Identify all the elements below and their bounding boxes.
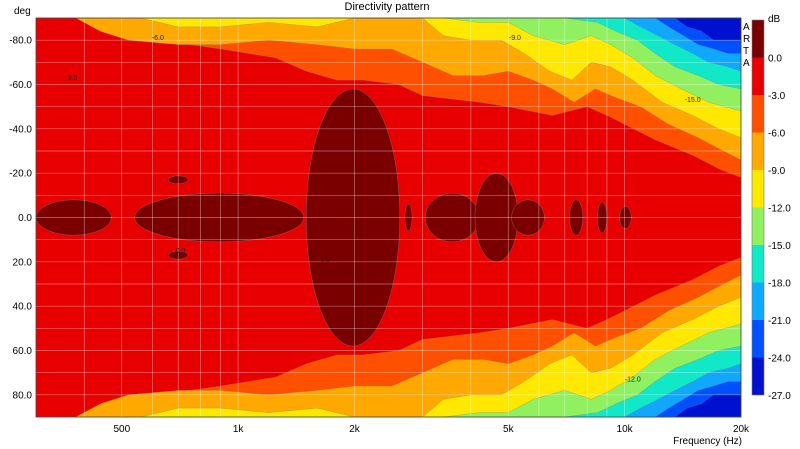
small-lobe-2 bbox=[167, 250, 189, 260]
chart-title: Directivity pattern bbox=[345, 1, 430, 13]
colorbar-swatch bbox=[752, 282, 764, 320]
positive-lobe-9 bbox=[597, 201, 608, 234]
x-tick-label: 1k bbox=[233, 424, 245, 435]
positive-lobe-4 bbox=[404, 203, 413, 231]
watermark-letter: A bbox=[743, 22, 750, 33]
colorbar-label: -24.0 bbox=[768, 354, 791, 365]
x-tick-labels: 500 1k 2k 5k 10k 20k bbox=[113, 424, 750, 435]
colorbar-swatch bbox=[752, 357, 764, 395]
x-tick-label: 20k bbox=[733, 424, 750, 435]
x-tick-label: 5k bbox=[503, 424, 515, 435]
colorbar-swatch bbox=[752, 207, 764, 245]
colorbar-label: -27.0 bbox=[768, 391, 791, 402]
colorbar-label: -9.0 bbox=[768, 166, 786, 177]
colorbar-unit-label: dB bbox=[768, 14, 781, 25]
colorbar-swatch bbox=[752, 320, 764, 358]
colorbar-label: -21.0 bbox=[768, 316, 791, 327]
y-tick-label: -20.0 bbox=[9, 169, 32, 180]
colorbar-frame bbox=[751, 19, 765, 396]
plot-frame bbox=[35, 17, 742, 418]
colorbar-label: 0.0 bbox=[768, 54, 782, 65]
watermark-letter: A bbox=[743, 58, 750, 69]
colorbar-swatch bbox=[752, 57, 764, 95]
contour-label: 0.0 bbox=[176, 248, 186, 255]
y-tick-label: -80.0 bbox=[9, 36, 32, 47]
y-axis-label: deg bbox=[14, 6, 31, 17]
x-tick-label: 10k bbox=[617, 424, 634, 435]
grid-lines bbox=[36, 18, 741, 417]
y-tick-label: 20.0 bbox=[13, 257, 33, 268]
positive-lobe-7 bbox=[511, 199, 545, 236]
positive-lobe-3 bbox=[306, 88, 401, 347]
colorbar: 0.0 -3.0 -6.0 -9.0 -12.0 -15.0 -18.0 -21.0 -24.0… bbox=[751, 19, 791, 402]
contour-label: -15.0 bbox=[685, 97, 701, 104]
contour-label: -12.0 bbox=[625, 377, 641, 384]
positive-lobe-10 bbox=[619, 206, 632, 229]
y-tick-label: -40.0 bbox=[9, 124, 32, 135]
y-tick-label: 60.0 bbox=[13, 346, 33, 357]
x-axis-label: Frequency (Hz) bbox=[673, 436, 742, 447]
colorbar-label: -6.0 bbox=[768, 129, 786, 140]
colorbar-swatch bbox=[752, 20, 764, 58]
colorbar-swatch bbox=[752, 170, 764, 208]
y-tick-label: 80.0 bbox=[13, 390, 33, 401]
contour-label: -3.0 bbox=[65, 75, 77, 82]
colorbar-swatch bbox=[752, 95, 764, 133]
band-minus9-bottom bbox=[140, 297, 742, 418]
y-tick-label: 40.0 bbox=[13, 302, 33, 313]
x-tick-label: 2k bbox=[349, 424, 361, 435]
plot-area: -3.0 -6.0 -9.0 -15.0 -12.0 0.0 0.0 bbox=[35, 17, 742, 418]
y-tick-label: -60.0 bbox=[9, 80, 32, 91]
positive-lobe-8 bbox=[569, 199, 584, 236]
contour-label: 0.0 bbox=[320, 257, 330, 264]
colorbar-label: -18.0 bbox=[768, 279, 791, 290]
band-minus9-top bbox=[140, 17, 742, 138]
colorbar-swatch bbox=[752, 132, 764, 170]
watermark-letter: T bbox=[743, 46, 749, 57]
contour-label: -9.0 bbox=[509, 35, 521, 42]
colorbar-swatch bbox=[752, 245, 764, 283]
y-tick-labels: -80.0 -60.0 -40.0 -20.0 0.0 20.0 40.0 60.0 80.0 bbox=[9, 36, 32, 402]
watermark-letter: R bbox=[743, 34, 750, 45]
y-tick-label: 0.0 bbox=[18, 213, 32, 224]
small-lobe-1 bbox=[167, 175, 189, 185]
x-tick-label: 500 bbox=[113, 424, 130, 435]
colorbar-label: -12.0 bbox=[768, 204, 791, 215]
colorbar-label: -3.0 bbox=[768, 91, 786, 102]
contour-label: -6.0 bbox=[152, 35, 164, 42]
colorbar-label: -15.0 bbox=[768, 241, 791, 252]
positive-lobe-2 bbox=[134, 192, 305, 243]
